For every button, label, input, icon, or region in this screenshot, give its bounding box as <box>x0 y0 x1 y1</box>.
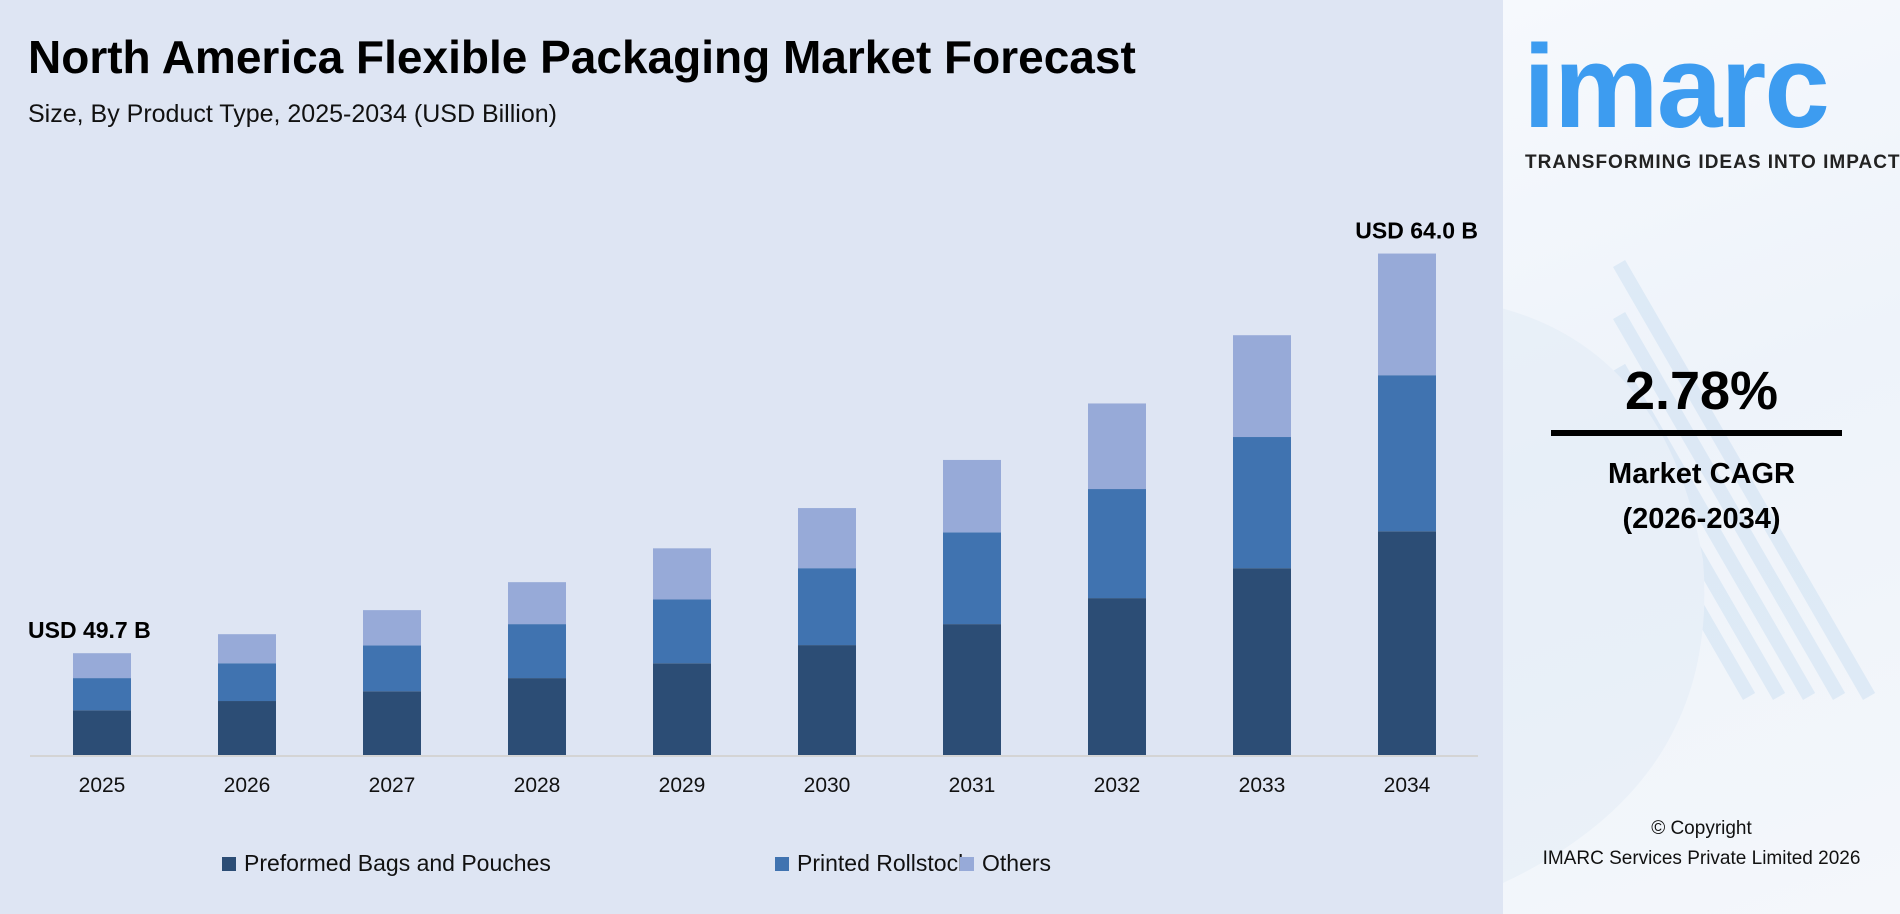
bar-segment-2028-2 <box>508 582 566 625</box>
x-tick-label: 2028 <box>514 774 561 797</box>
stacked-bar-chart: 2025 USD 49.7 B 2026 2027 2028 2029 2030 2031 20… <box>28 218 1478 797</box>
bar-segment-2030-2 <box>798 508 856 569</box>
bar-segment-2032-1 <box>1088 489 1146 599</box>
x-tick-label: 2025 <box>79 774 126 797</box>
bar-segment-2034-0 <box>1378 531 1436 755</box>
bar-segment-2033-2 <box>1233 335 1291 438</box>
bar-segment-2029-2 <box>653 548 711 600</box>
bar-segment-2028-1 <box>508 624 566 679</box>
x-tick-label: 2026 <box>224 774 271 797</box>
chart-panel: North America Flexible Packaging Market … <box>0 0 1503 914</box>
total-label: USD 64.0 B <box>1355 218 1478 244</box>
legend-label: Preformed Bags and Pouches <box>244 850 551 876</box>
bar-segment-2032-2 <box>1088 403 1146 490</box>
legend-swatch <box>775 856 789 871</box>
bar-segment-2031-0 <box>943 624 1001 755</box>
bar-segment-2034-1 <box>1378 375 1436 532</box>
x-tick-label: 2032 <box>1094 774 1141 797</box>
x-tick-label: 2030 <box>804 774 851 797</box>
tagline: TRANSFORMING IDEAS INTO IMPACT <box>1525 152 1900 173</box>
bar-segment-2026-0 <box>218 701 276 755</box>
legend-label: Printed Rollstock <box>797 850 970 876</box>
bar-segment-2025-1 <box>73 678 131 711</box>
bar-segment-2029-1 <box>653 599 711 664</box>
background-chart-graphic <box>1503 259 1876 883</box>
bar-segment-2030-0 <box>798 645 856 755</box>
bar-segment-2027-1 <box>363 645 421 692</box>
bar-segment-2029-0 <box>653 663 711 755</box>
bar-segment-2034-2 <box>1378 253 1436 376</box>
x-tick-label: 2033 <box>1239 774 1286 797</box>
bar-segment-2027-2 <box>363 610 421 646</box>
divider <box>1551 430 1842 436</box>
cagr-period: (2026-2034) <box>1622 503 1781 535</box>
x-tick-label: 2027 <box>369 774 416 797</box>
legend-swatch <box>960 856 974 871</box>
legend-swatch <box>222 856 236 871</box>
bar-segment-2028-0 <box>508 678 566 755</box>
x-tick-label: 2029 <box>659 774 706 797</box>
legend-item-others: Others <box>960 850 1051 877</box>
bar-segment-2031-1 <box>943 532 1001 625</box>
legend-item-preformed: Preformed Bags and Pouches <box>222 850 551 877</box>
x-tick-label: 2031 <box>949 774 996 797</box>
imarc-logo: imarc <box>1523 21 1830 153</box>
bar-segment-2030-1 <box>798 568 856 646</box>
legend-item-rollstock: Printed Rollstock <box>775 850 970 877</box>
bar-segment-2025-0 <box>73 710 131 755</box>
bar-segment-2033-0 <box>1233 568 1291 755</box>
bar-segment-2033-1 <box>1233 437 1291 569</box>
sidebar-panel: imarc TRANSFORMING IDEAS INTO IMPACT 2.7… <box>1503 0 1900 914</box>
copyright: © Copyright <box>1651 818 1752 839</box>
cagr-label: Market CAGR <box>1608 458 1795 490</box>
bar-segment-2026-2 <box>218 634 276 664</box>
bar-segment-2026-1 <box>218 663 276 702</box>
bar-segment-2025-2 <box>73 653 131 679</box>
company-name: IMARC Services Private Limited 2026 <box>1542 848 1861 869</box>
bar-segment-2032-0 <box>1088 598 1146 755</box>
bar-segment-2027-0 <box>363 691 421 755</box>
chart-subtitle: Size, By Product Type, 2025-2034 (USD Bi… <box>28 100 557 128</box>
legend-label: Others <box>982 850 1052 876</box>
cagr-value: 2.78% <box>1624 361 1779 421</box>
chart-title: North America Flexible Packaging Market … <box>28 31 1136 83</box>
bar-segment-2031-2 <box>943 459 1001 533</box>
x-tick-label: 2034 <box>1384 774 1431 797</box>
total-label: USD 49.7 B <box>28 617 151 643</box>
